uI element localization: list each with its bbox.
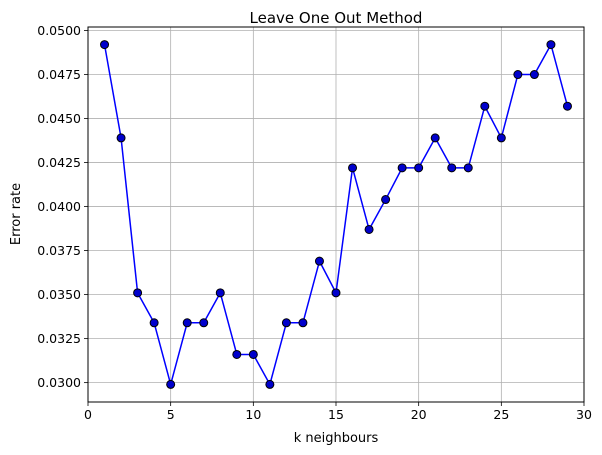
x-tick-label: 15 bbox=[328, 407, 344, 422]
series-layer bbox=[100, 40, 572, 389]
x-tick-label: 25 bbox=[493, 407, 509, 422]
data-point bbox=[116, 133, 126, 143]
data-point bbox=[182, 318, 192, 328]
data-point bbox=[414, 163, 424, 173]
data-point bbox=[133, 288, 143, 298]
y-tick-label: 0.0400 bbox=[37, 199, 81, 214]
data-point bbox=[166, 379, 176, 389]
y-tick-label: 0.0450 bbox=[37, 111, 81, 126]
data-point bbox=[562, 101, 572, 111]
x-tick-label: 20 bbox=[411, 407, 427, 422]
data-point bbox=[397, 163, 407, 173]
data-point bbox=[281, 318, 291, 328]
x-axis-label: k neighbours bbox=[294, 431, 379, 446]
data-point bbox=[529, 70, 539, 80]
y-axis-label: Error rate bbox=[9, 183, 24, 245]
data-point bbox=[513, 70, 523, 80]
data-point bbox=[199, 318, 209, 328]
data-point bbox=[100, 40, 110, 50]
y-tick-label: 0.0375 bbox=[37, 243, 81, 258]
x-tick-label: 10 bbox=[245, 407, 261, 422]
data-point bbox=[248, 349, 258, 359]
data-point bbox=[430, 133, 440, 143]
data-point bbox=[149, 318, 159, 328]
data-point bbox=[215, 288, 225, 298]
data-point bbox=[348, 163, 358, 173]
y-tick-label: 0.0325 bbox=[37, 331, 81, 346]
grid-lines bbox=[87, 27, 585, 402]
y-tick-label: 0.0425 bbox=[37, 155, 81, 170]
y-tick-label: 0.0300 bbox=[37, 375, 81, 390]
data-point bbox=[265, 379, 275, 389]
x-tick-label: 5 bbox=[167, 407, 175, 422]
data-point bbox=[546, 40, 556, 50]
x-tick-label: 30 bbox=[576, 407, 592, 422]
y-tick-label: 0.0475 bbox=[37, 67, 81, 82]
x-tick-label: 0 bbox=[84, 407, 92, 422]
data-point bbox=[232, 349, 242, 359]
data-point bbox=[331, 288, 341, 298]
chart-title: Leave One Out Method bbox=[250, 9, 423, 27]
y-tick-label: 0.0350 bbox=[37, 287, 81, 302]
y-tick-label: 0.0500 bbox=[37, 23, 81, 38]
data-point bbox=[364, 224, 374, 234]
data-point bbox=[496, 133, 506, 143]
axis-ticks: 0 5 10 15 20 25 30 0.0300 0.0325 0.0350 0.0375 0.04… bbox=[37, 23, 592, 422]
data-point bbox=[298, 318, 308, 328]
data-point bbox=[463, 163, 473, 173]
data-point bbox=[314, 256, 324, 266]
data-point bbox=[381, 195, 391, 205]
data-point bbox=[480, 101, 490, 111]
data-point bbox=[447, 163, 457, 173]
